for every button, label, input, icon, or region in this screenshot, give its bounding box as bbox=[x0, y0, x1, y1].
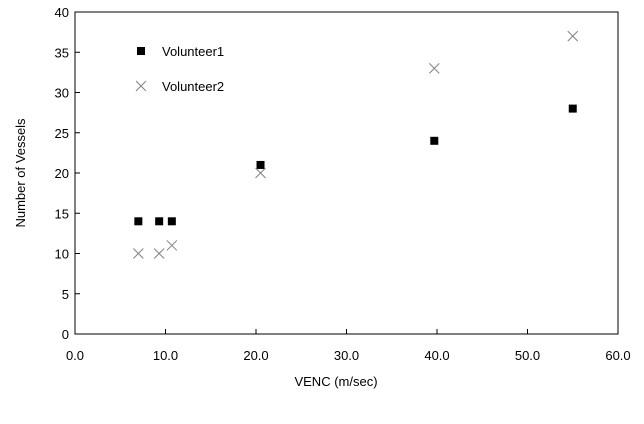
y-tick-label: 0 bbox=[62, 327, 69, 342]
data-point-volunteer1 bbox=[256, 160, 265, 169]
data-point-volunteer2 bbox=[428, 62, 440, 74]
data-point-volunteer1 bbox=[167, 217, 176, 226]
data-point-volunteer2 bbox=[166, 240, 178, 251]
y-tick-label: 40 bbox=[55, 5, 69, 20]
x-tick-label: 10.0 bbox=[153, 348, 178, 363]
data-point-volunteer1 bbox=[568, 104, 577, 113]
y-tick-label: 10 bbox=[55, 247, 69, 262]
y-axis-title: Number of Vessels bbox=[13, 118, 28, 228]
x-tick-label: 20.0 bbox=[243, 348, 268, 363]
y-tick-label: 30 bbox=[55, 86, 69, 101]
x-tick-label: 40.0 bbox=[424, 348, 449, 363]
x-axis-title: VENC (m/sec) bbox=[294, 374, 377, 389]
data-point-volunteer1 bbox=[430, 136, 439, 145]
legend-label-volunteer2: Volunteer2 bbox=[162, 79, 224, 94]
data-point-volunteer2 bbox=[132, 248, 144, 259]
y-tick-label: 35 bbox=[55, 45, 69, 60]
data-point-volunteer1 bbox=[155, 217, 164, 226]
data-point-volunteer2 bbox=[567, 30, 579, 42]
legend-square-marker bbox=[137, 47, 145, 55]
y-tick-label: 25 bbox=[55, 126, 69, 141]
x-tick-label: 50.0 bbox=[515, 348, 540, 363]
y-tick-label: 20 bbox=[55, 166, 69, 181]
x-axis-ticks: 0.0 10.0 20.0 30.0 40.0 50.0 60.0 bbox=[66, 329, 631, 363]
data-points bbox=[132, 30, 579, 259]
data-point-volunteer2 bbox=[255, 167, 266, 179]
legend-item-volunteer1: Volunteer1 bbox=[137, 44, 224, 59]
y-tick-label: 5 bbox=[62, 287, 69, 302]
x-tick-label: 30.0 bbox=[334, 348, 359, 363]
y-tick-label: 15 bbox=[55, 206, 69, 221]
y-axis-ticks: 0 5 10 15 20 25 30 35 40 bbox=[55, 5, 80, 342]
legend: Volunteer1 Volunteer2 bbox=[135, 44, 224, 94]
data-point-volunteer1 bbox=[134, 217, 143, 226]
data-point-volunteer2 bbox=[153, 248, 165, 259]
legend-label-volunteer1: Volunteer1 bbox=[162, 44, 224, 59]
plot-area bbox=[74, 11, 619, 335]
legend-x-marker bbox=[135, 80, 147, 92]
x-tick-label: 60.0 bbox=[605, 348, 630, 363]
x-tick-label: 0.0 bbox=[66, 348, 84, 363]
legend-item-volunteer2: Volunteer2 bbox=[135, 79, 224, 94]
